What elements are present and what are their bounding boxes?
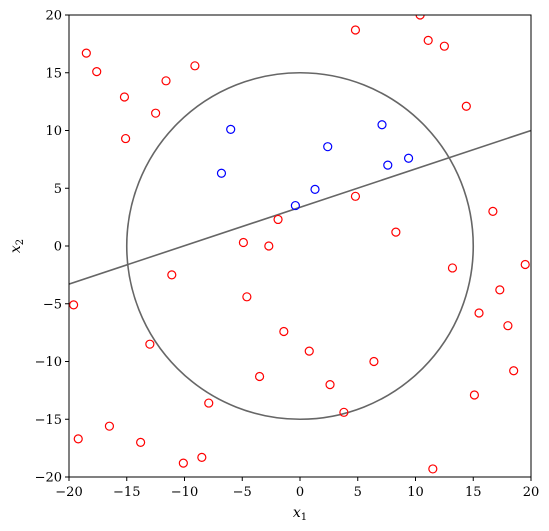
y-tick-label: 0 [54,240,62,255]
x-tick-label: −20 [55,485,82,500]
data-point [339,407,349,417]
data-point [423,35,433,46]
data-point [242,292,252,302]
data-point [226,124,236,134]
data-point [204,398,214,408]
x-tick-label: 15 [465,485,482,500]
data-point [197,452,207,462]
data-point [145,339,155,349]
data-point [377,120,387,130]
x-axis-ticks: −20 −15 −10 −5 0 5 10 15 20 [55,477,539,500]
data-point [350,191,361,201]
data-point [469,390,480,400]
data-point [509,366,519,376]
y-tick-label: −15 [35,413,62,428]
y-axis-label: x2 [8,239,26,253]
x-axis-label-sub: 1 [301,512,307,523]
data-point [383,160,393,170]
data-point [167,270,177,280]
data-point [254,371,265,382]
decision-line [69,129,531,285]
y-axis-label-sub: 2 [15,239,26,245]
y-tick-label: −10 [35,355,62,370]
x-tick-label: 5 [354,485,362,500]
data-point [279,326,289,337]
y-tick-label: −20 [35,471,62,486]
data-point [439,41,449,51]
data-point [119,92,130,102]
data-point [190,61,200,71]
data-point [136,437,146,447]
data-point [304,346,314,356]
data-point [415,15,425,20]
x-tick-label: −15 [113,485,140,500]
x-tick-label: 20 [523,485,540,500]
y-axis-ticks: −20 −15 −10 −5 0 5 10 15 20 [35,9,69,486]
data-point [178,458,188,468]
data-point [161,76,171,86]
data-point [503,321,513,331]
data-point [120,133,131,144]
y-tick-label: 10 [45,124,62,139]
data-point [495,285,505,295]
data-point [104,421,115,431]
plot-frame [68,14,532,478]
data-point [369,356,379,367]
y-tick-label: −5 [43,297,62,312]
plot-shapes [69,71,531,421]
data-point [81,48,91,58]
data-point [216,168,227,178]
data-point [447,263,458,273]
y-tick-label: 5 [54,182,62,197]
data-point [92,66,102,77]
data-point [238,237,249,248]
x-tick-label: 0 [296,485,304,500]
data-point [403,153,414,163]
data-point [488,206,498,216]
x-tick-label: −5 [233,485,252,500]
data-point [290,200,300,211]
data-point [264,241,274,251]
data-point [325,380,335,390]
data-point [428,464,438,474]
data-point [151,108,161,118]
x-tick-label: 10 [407,485,424,500]
y-tick-label: 15 [45,66,62,81]
data-point [273,214,283,225]
data-point [323,142,333,152]
data-point [310,184,320,195]
data-point [73,434,83,444]
data-point [520,259,530,270]
x-axis-label: x1 [293,505,307,523]
data-points [69,15,530,474]
y-tick-label: 20 [45,9,62,24]
x-tick-label: −10 [171,485,198,500]
data-point [474,308,484,318]
data-point [391,227,401,237]
data-point [69,300,79,310]
decision-circle [125,71,475,421]
data-point [350,25,361,35]
data-point [461,101,471,111]
